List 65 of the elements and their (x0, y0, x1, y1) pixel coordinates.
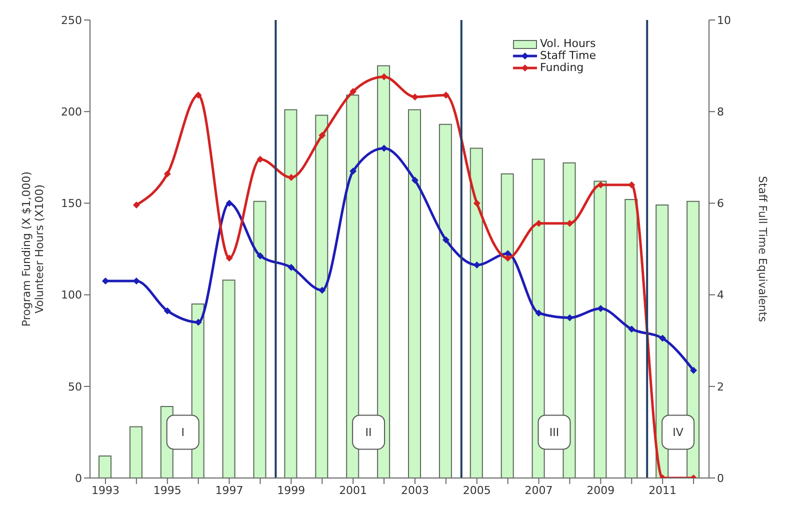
point (132, 202, 140, 209)
y-tick-label: 50 (68, 380, 82, 394)
point (535, 220, 542, 227)
annotation: II (365, 426, 372, 440)
point (597, 181, 604, 188)
annotation: IV (672, 426, 684, 440)
y2-tick-label: 2 (717, 380, 724, 394)
legend-label: Vol. Hours (540, 37, 596, 50)
x-tick-label: 2003 (400, 484, 429, 497)
point (164, 307, 171, 314)
x-tick-label: 1993 (91, 484, 120, 497)
x-tick-label: 2007 (524, 484, 553, 497)
point (256, 156, 264, 163)
y2-tick-label: 4 (717, 288, 724, 302)
y2-tick-label: 10 (717, 14, 731, 27)
point (380, 73, 388, 80)
y-tick-label: 0 (75, 472, 82, 485)
annotation: III (549, 426, 560, 440)
x-tick-label: 1999 (277, 484, 306, 497)
point (318, 286, 326, 294)
y2-tick-label: 8 (717, 106, 724, 119)
point (473, 200, 480, 207)
point (380, 144, 388, 152)
y-tick-label: 150 (61, 197, 82, 210)
x-tick-label: 2009 (586, 484, 615, 497)
point (256, 252, 264, 260)
point (442, 236, 450, 244)
point (350, 168, 357, 175)
y2-tick-label: 6 (717, 197, 724, 210)
y-axis-title: Program Funding (X $1,000) Volunteer Hours (X100) (20, 171, 46, 327)
point (318, 132, 326, 139)
y2-tick-label: 0 (717, 472, 724, 485)
point (194, 92, 202, 99)
point (628, 326, 636, 333)
x-tick-label: 1997 (215, 484, 244, 497)
point (226, 200, 233, 207)
point (690, 366, 698, 374)
point (288, 174, 295, 182)
point (194, 318, 202, 326)
y-tick-label: 100 (61, 288, 82, 302)
point (411, 176, 418, 184)
y-tick-label: 200 (61, 106, 82, 119)
y2-axis-title: Staff Full Time Equivalents (756, 176, 770, 322)
point (350, 88, 357, 95)
point (226, 254, 233, 262)
x-tick-label: 1995 (153, 484, 182, 497)
x-tick-label: 2001 (339, 484, 368, 497)
point (411, 93, 418, 100)
legend-label: Funding (540, 61, 584, 74)
point (288, 264, 295, 271)
legend-label: Staff Time (540, 49, 596, 62)
point (164, 170, 171, 178)
point (659, 334, 666, 342)
point (566, 220, 574, 227)
point (597, 305, 604, 312)
point (535, 310, 542, 317)
x-tick-label: 2005 (462, 484, 491, 497)
point (628, 181, 636, 188)
point (566, 314, 574, 322)
y-tick-label: 250 (61, 14, 82, 27)
x-tick-label: 2011 (648, 484, 677, 497)
point (473, 262, 480, 269)
point (504, 254, 512, 262)
point (102, 278, 109, 285)
annotation: I (181, 426, 184, 440)
